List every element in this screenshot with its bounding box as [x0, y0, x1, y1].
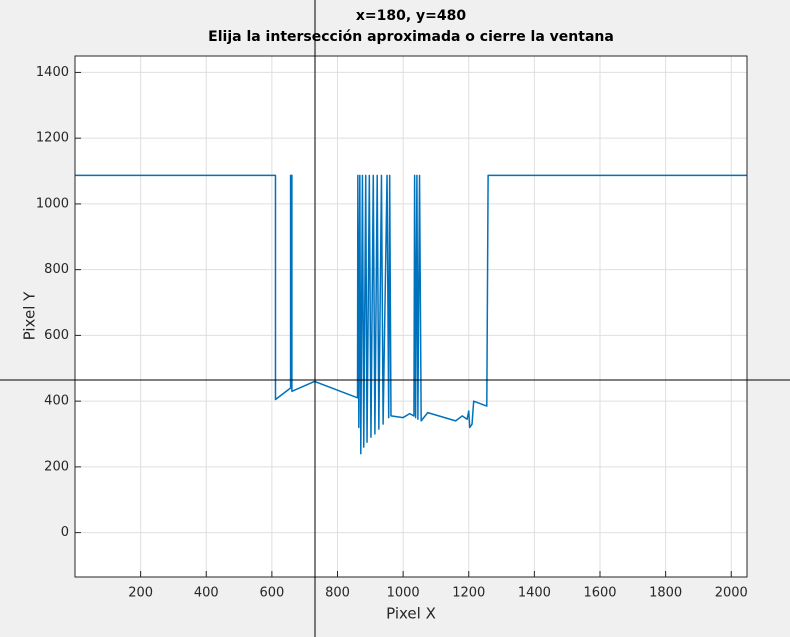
chart-subtitle: Elija la intersección aproximada o cierr…: [208, 29, 614, 45]
x-tick-label: 600: [259, 586, 284, 601]
x-tick-label: 1200: [452, 586, 485, 601]
chart-title: x=180, y=480: [356, 8, 467, 24]
plot: [75, 174, 747, 455]
plot-area: [75, 56, 747, 577]
x-tick-label: 200: [128, 586, 153, 601]
x-tick-label: 1400: [518, 586, 551, 601]
y-tick-label: 1200: [36, 131, 69, 146]
x-tick-label: 1800: [649, 586, 682, 601]
x-tick-label: 800: [325, 586, 350, 601]
y-tick-label: 1400: [36, 65, 69, 80]
y-tick-label: 800: [44, 262, 69, 277]
axes-box: [74, 55, 748, 578]
y-tick-label: 400: [44, 394, 69, 409]
data-line: [75, 174, 747, 455]
x-axis-label: Pixel X: [386, 605, 436, 623]
x-tick-label: 1600: [583, 586, 616, 601]
y-tick-label: 600: [44, 328, 69, 343]
y-tick-label: 1000: [36, 196, 69, 211]
grid: [75, 56, 747, 577]
x-tick-label: 400: [194, 586, 219, 601]
y-tick-label: 0: [61, 525, 69, 540]
y-tick-label: 200: [44, 459, 69, 474]
x-tick-label: 1000: [387, 586, 420, 601]
x-tick-label: 2000: [715, 586, 748, 601]
y-axis-label: Pixel Y: [21, 291, 39, 340]
